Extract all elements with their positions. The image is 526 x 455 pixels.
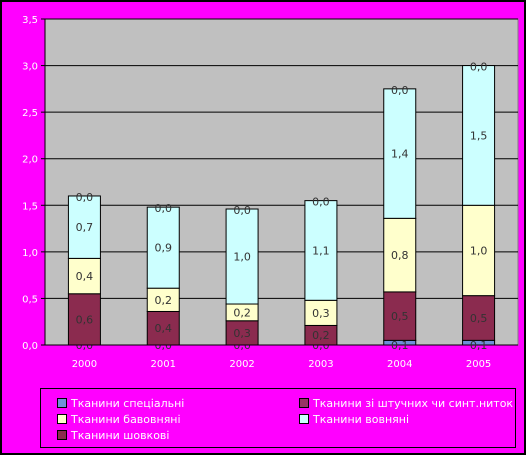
legend-item-spec: Тканини спеціальні [57,397,184,410]
bar-segment [67,257,101,295]
legend-label-synth: Тканини зі штучних чи синт.ниток [313,397,514,410]
data-label-top: 0,0 [76,191,94,204]
legend-swatch-spec [57,398,67,408]
data-label: 0,9 [155,242,173,255]
legend-item-cotton: Тканини бавовняні [57,413,181,426]
legend-label-spec: Тканини спеціальні [71,397,185,410]
data-label: 0,5 [470,312,488,325]
legend: Тканини спеціальні Тканини зі штучних чи… [40,388,516,448]
data-label: 1,4 [391,148,409,161]
x-tick-label: 2002 [229,359,254,370]
data-label: 1,0 [470,244,488,257]
bar-segment [383,217,417,293]
data-label: 0,7 [76,221,94,234]
data-label: 0,4 [155,322,173,335]
data-label-top: 0,0 [470,61,488,74]
y-tick-label: 3,0 [22,62,38,73]
bar-segment [383,291,417,341]
x-tick-label: 2005 [466,359,491,370]
data-label: 1,5 [470,129,488,142]
data-label-top: 0,0 [391,84,409,97]
data-label: 1,0 [233,251,251,264]
bar-segment [146,310,180,346]
data-label: 0,1 [470,339,488,352]
y-tick-label: 3,5 [22,15,38,26]
y-tick-label: 1,0 [22,248,38,259]
bar-segment [225,208,259,305]
bar-segment [146,206,180,289]
legend-swatch-synth [299,398,309,408]
bar-segment [462,295,496,341]
data-label: 1,1 [312,244,330,257]
plot-area [44,18,519,346]
legend-swatch-silk [57,430,67,440]
bar-segment [462,65,496,206]
legend-item-silk: Тканини шовкові [57,429,169,442]
data-label: 0,6 [76,313,94,326]
x-tick-label: 2004 [387,359,412,370]
legend-item-synth: Тканини зі штучних чи синт.ниток [299,397,513,410]
legend-swatch-wool [299,414,309,424]
bar-segment [67,293,101,346]
data-label: 0,5 [391,310,409,323]
y-tick-label: 2,5 [22,108,38,119]
y-tick-label: 1,5 [22,201,38,212]
bar-segment [304,200,338,301]
bar-segment [383,88,417,219]
bar-segment [304,299,338,326]
x-tick-label: 2003 [308,359,333,370]
y-tick-label: 0,5 [22,294,38,305]
data-label-top: 0,0 [155,202,173,215]
y-tick-label: 2,0 [22,155,38,166]
x-tick-label: 2000 [72,359,97,370]
legend-item-wool: Тканини вовняні [299,413,409,426]
data-label-top: 0,0 [233,204,251,217]
data-label: 0,3 [312,307,330,320]
legend-label-wool: Тканини вовняні [313,413,410,426]
data-label: 0,1 [391,339,409,352]
bar-segment [225,320,259,346]
legend-swatch-cotton [57,414,67,424]
x-tick-label: 2001 [151,359,176,370]
data-label: 0,2 [233,306,251,319]
bar-segment [67,195,101,259]
y-tick-label: 0,0 [22,341,38,352]
data-label: 0,8 [391,249,409,262]
legend-label-cotton: Тканини бавовняні [71,413,181,426]
data-label: 0,2 [312,329,330,342]
data-label: 0,4 [76,270,94,283]
legend-label-silk: Тканини шовкові [71,429,170,442]
data-label: 0,3 [233,327,251,340]
data-label-top: 0,0 [312,196,330,209]
data-label: 0,2 [155,294,173,307]
